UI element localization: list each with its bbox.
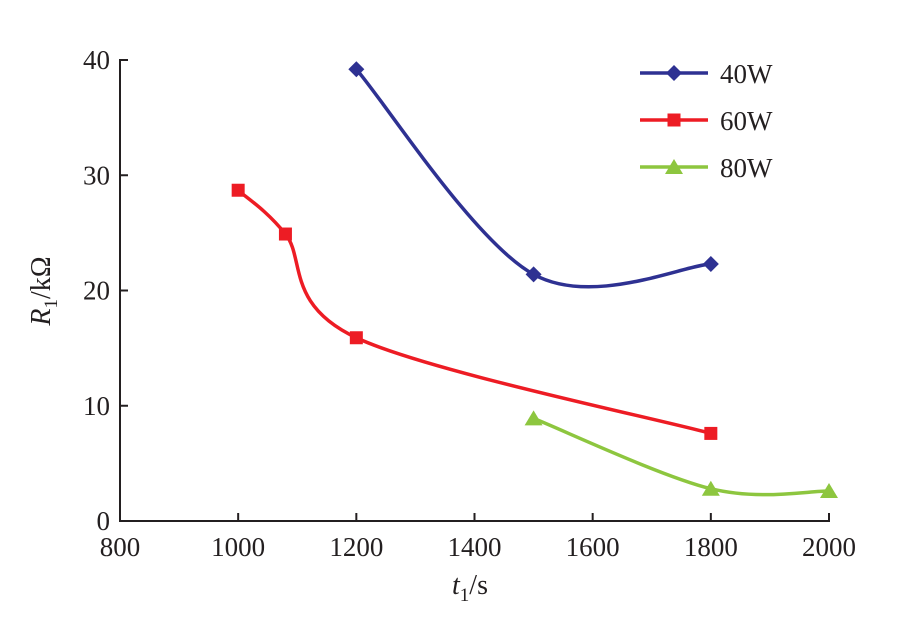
series-line-40W bbox=[355, 68, 711, 289]
x-tick-label: 1000 bbox=[211, 532, 265, 562]
data-point-80W bbox=[524, 410, 543, 426]
legend-label: 80W bbox=[720, 153, 773, 183]
y-tick-label: 10 bbox=[83, 391, 110, 421]
y-tick-label: 0 bbox=[97, 506, 111, 536]
y-axis-title: R1/kΩ bbox=[26, 256, 62, 326]
y-tick-label: 40 bbox=[83, 45, 110, 75]
data-point-60W bbox=[704, 426, 718, 440]
data-point-80W bbox=[820, 483, 838, 499]
x-tick-label: 1400 bbox=[448, 532, 502, 562]
data-point-60W bbox=[349, 331, 363, 345]
series-60W bbox=[231, 183, 718, 440]
legend-marker bbox=[667, 113, 681, 127]
series-80W bbox=[524, 410, 838, 499]
legend-marker bbox=[665, 159, 683, 174]
series-line-80W bbox=[532, 416, 830, 497]
legend-item-60W: 60W bbox=[640, 106, 773, 136]
data-point-40W bbox=[525, 266, 542, 283]
axes: 800 1000 1200 1400 1600 1800 2000 0 10 20 30 40 bbox=[83, 45, 856, 562]
data-point-60W bbox=[231, 183, 245, 197]
legend: 40W 60W 80W bbox=[640, 59, 773, 183]
series-40W bbox=[348, 61, 719, 289]
series-line-60W bbox=[236, 188, 712, 436]
data-point-40W bbox=[348, 61, 365, 78]
x-tick-label: 2000 bbox=[802, 532, 856, 562]
data-point-80W bbox=[701, 480, 720, 496]
x-tick-label: 1800 bbox=[684, 532, 738, 562]
x-tick-label: 1200 bbox=[329, 532, 383, 562]
legend-item-80W: 80W bbox=[640, 153, 773, 183]
y-tick-label: 30 bbox=[83, 160, 110, 190]
data-point-60W bbox=[278, 227, 292, 241]
series-layer bbox=[231, 61, 838, 499]
legend-item-40W: 40W bbox=[640, 59, 773, 89]
legend-label: 40W bbox=[720, 59, 773, 89]
x-axis-title: t1/s bbox=[452, 570, 488, 606]
data-point-40W bbox=[702, 255, 719, 272]
legend-label: 60W bbox=[720, 106, 773, 136]
legend-marker bbox=[666, 65, 682, 81]
x-tick-label: 1600 bbox=[566, 532, 620, 562]
y-tick-label: 20 bbox=[83, 276, 110, 306]
x-tick-label: 800 bbox=[100, 532, 141, 562]
